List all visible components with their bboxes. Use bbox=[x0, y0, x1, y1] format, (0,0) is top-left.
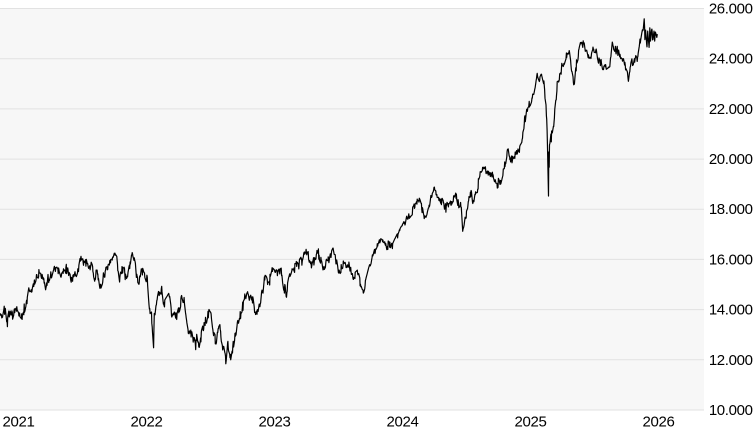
svg-text:22.000: 22.000 bbox=[709, 101, 753, 118]
svg-text:2023: 2023 bbox=[259, 413, 291, 430]
svg-text:2024: 2024 bbox=[387, 413, 419, 430]
svg-text:2022: 2022 bbox=[131, 413, 163, 430]
svg-text:24.000: 24.000 bbox=[709, 51, 753, 68]
svg-text:16.000: 16.000 bbox=[709, 251, 753, 268]
svg-text:10.000: 10.000 bbox=[709, 402, 753, 419]
svg-text:18.000: 18.000 bbox=[709, 201, 753, 218]
svg-text:12.000: 12.000 bbox=[709, 352, 753, 369]
svg-text:2026: 2026 bbox=[643, 413, 675, 430]
svg-text:14.000: 14.000 bbox=[709, 302, 753, 319]
svg-text:20.000: 20.000 bbox=[709, 151, 753, 168]
svg-text:2021: 2021 bbox=[3, 413, 35, 430]
svg-text:2025: 2025 bbox=[515, 413, 547, 430]
svg-text:26.000: 26.000 bbox=[709, 1, 753, 18]
